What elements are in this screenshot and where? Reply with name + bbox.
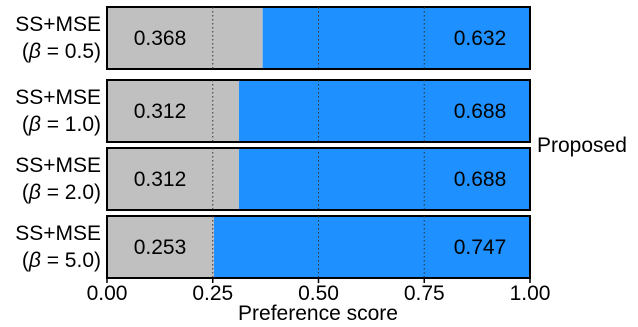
value-label-baseline: 0.312 bbox=[134, 168, 187, 191]
bar-segment-proposed bbox=[262, 7, 530, 69]
bar-segment-proposed bbox=[238, 148, 530, 210]
x-tick-label: 0.25 bbox=[192, 282, 233, 305]
category-label-line2: (β = 5.0) bbox=[22, 249, 101, 272]
value-label-proposed: 0.632 bbox=[454, 27, 507, 50]
category-label-line1: SS+MSE bbox=[15, 13, 101, 36]
x-ticks-layer: 0.00 0.25 0.50 0.75 1.00 bbox=[87, 278, 551, 305]
bar-segment-baseline bbox=[107, 80, 239, 142]
bar-segment-proposed bbox=[214, 216, 531, 278]
x-tick-label: 0.50 bbox=[298, 282, 339, 305]
x-tick-label: 0.00 bbox=[87, 282, 128, 305]
x-tick-label: 0.75 bbox=[404, 282, 445, 305]
value-label-proposed: 0.747 bbox=[454, 236, 507, 259]
proposed-label: Proposed bbox=[537, 134, 627, 157]
category-label-line1: SS+MSE bbox=[15, 154, 101, 177]
category-label-line2: (β = 2.0) bbox=[22, 181, 101, 204]
category-label-line2: (β = 1.0) bbox=[22, 113, 101, 136]
bar-segment-baseline bbox=[107, 148, 239, 210]
value-label-proposed: 0.688 bbox=[454, 168, 507, 191]
category-labels-layer: SS+MSE (β = 0.5) SS+MSE (β = 1.0) SS+MSE (β =… bbox=[15, 13, 101, 272]
bar-segment-baseline bbox=[107, 7, 263, 69]
bar-segment-baseline bbox=[107, 216, 215, 278]
bars-layer bbox=[106, 6, 531, 279]
value-label-baseline: 0.253 bbox=[134, 236, 187, 259]
bar-segment-proposed bbox=[238, 80, 530, 142]
category-label-line1: SS+MSE bbox=[15, 86, 101, 109]
x-axis-label: Preference score bbox=[238, 302, 398, 325]
value-label-baseline: 0.312 bbox=[134, 100, 187, 123]
category-label-line2: (β = 0.5) bbox=[22, 40, 101, 63]
category-label-line1: SS+MSE bbox=[15, 222, 101, 245]
value-label-proposed: 0.688 bbox=[454, 100, 507, 123]
value-labels-layer: 0.368 0.632 0.312 0.688 0.312 0.688 0.253 0.747 bbox=[134, 27, 507, 259]
value-label-baseline: 0.368 bbox=[134, 27, 187, 50]
x-tick-label: 1.00 bbox=[510, 282, 551, 305]
